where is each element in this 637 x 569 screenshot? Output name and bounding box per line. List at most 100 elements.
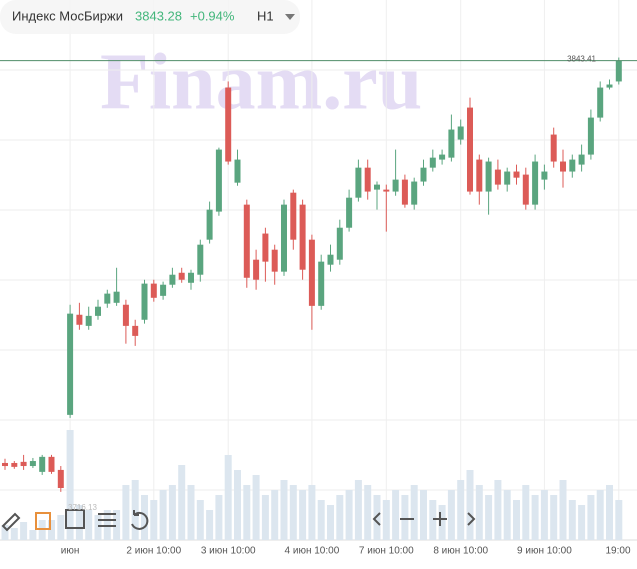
volume-bar — [317, 500, 325, 540]
volume-bar — [48, 520, 55, 540]
volume-bar — [271, 490, 279, 540]
x-tick-label: 7 июн 10:00 — [359, 546, 414, 557]
candle-body — [355, 167, 362, 198]
volume-bar — [261, 495, 269, 540]
candle-body — [457, 126, 464, 140]
watermark: Finam.ru — [100, 38, 422, 126]
settings-tool[interactable] — [98, 513, 116, 527]
candle-body — [160, 284, 167, 296]
volume-bar — [75, 505, 83, 540]
volume-bar — [187, 485, 195, 540]
x-tick-label: 8 июн 10:00 — [433, 546, 488, 557]
interval-caret[interactable] — [285, 14, 295, 20]
candle-body — [569, 159, 576, 172]
candle-body — [494, 169, 501, 185]
volume-bar — [280, 480, 288, 540]
volume-bar — [475, 485, 483, 540]
candle-body — [374, 184, 380, 190]
volume-bar — [159, 490, 167, 540]
candle-body — [122, 304, 129, 326]
candle-body — [76, 314, 83, 325]
ticker-title: Индекс МосБиржи — [12, 8, 123, 23]
nav-right[interactable] — [467, 512, 476, 526]
candle-body — [206, 209, 213, 240]
volume-bar — [587, 495, 595, 540]
candle-body — [234, 159, 241, 183]
volume-bar — [141, 495, 148, 540]
volume-bar — [299, 490, 307, 540]
volume-bar — [215, 495, 223, 540]
candle-body — [132, 325, 139, 336]
x-tick-label: июн — [61, 546, 80, 557]
volume-bar — [382, 500, 390, 540]
candle-body — [67, 313, 74, 415]
volume-bar — [150, 500, 158, 540]
candle-body — [597, 87, 604, 118]
candle-body — [476, 159, 483, 192]
candle-body — [587, 117, 594, 155]
list-tool[interactable] — [35, 512, 51, 530]
candle-body — [420, 167, 427, 182]
volume-bar — [345, 490, 353, 540]
draw-tool[interactable] — [1, 512, 21, 532]
interval[interactable]: H1 — [257, 8, 274, 23]
candle-body — [169, 274, 176, 285]
volume-bar — [401, 495, 409, 540]
volume-bar — [466, 470, 474, 540]
candle-body — [243, 204, 250, 278]
header-price: 3843.28 — [135, 8, 182, 23]
add-tool[interactable] — [65, 509, 85, 529]
volume-bar — [308, 485, 316, 540]
candle-body — [467, 107, 473, 192]
volume-bar — [410, 485, 418, 540]
volume-bar — [606, 485, 613, 540]
volume-bar — [485, 495, 493, 540]
volume-bar — [364, 485, 372, 540]
candle-body — [439, 154, 446, 160]
candle-body — [401, 179, 408, 205]
undo-tool[interactable] — [131, 510, 149, 530]
volume-bar — [206, 510, 214, 540]
candle-body — [560, 161, 566, 172]
candle-body — [392, 179, 399, 192]
candle-body — [141, 283, 148, 320]
volume-bar — [531, 495, 539, 540]
candle-body — [615, 60, 622, 82]
volume-bar — [243, 485, 251, 540]
volume-bar — [57, 515, 65, 540]
candle-body — [290, 192, 297, 240]
zoom-in[interactable] — [433, 512, 447, 526]
candle-body — [29, 461, 36, 467]
volume-bar — [354, 480, 362, 540]
candle-body — [57, 469, 64, 488]
volume-bar — [289, 485, 297, 540]
volume-bar — [20, 522, 28, 540]
volume-bar — [373, 495, 381, 540]
candle-body — [541, 171, 548, 180]
volume-bar — [559, 480, 567, 540]
volume-bar — [438, 505, 446, 540]
candle-body — [364, 167, 371, 192]
header-bg — [0, 0, 300, 34]
candle-body — [383, 189, 390, 192]
volume-bar — [94, 515, 102, 540]
volume-bar — [420, 490, 427, 540]
candle-body — [429, 157, 436, 168]
candle-body — [485, 161, 492, 192]
candle-body — [308, 239, 315, 306]
volume-bar — [540, 490, 548, 540]
candle-body — [188, 272, 194, 283]
x-tick-label: 3 июн 10:00 — [201, 546, 256, 557]
candle-body — [578, 154, 585, 165]
candle-body — [281, 204, 287, 272]
volume-bar — [224, 455, 232, 540]
volume-bar — [29, 530, 37, 540]
nav-left[interactable] — [372, 512, 381, 526]
volume-bar — [550, 495, 558, 540]
volume-bar — [1, 525, 9, 540]
x-tick-label: 4 июн 10:00 — [285, 546, 340, 557]
candle-body — [104, 293, 111, 304]
candle-body — [550, 134, 557, 162]
candle-body — [318, 261, 325, 306]
candle-body — [95, 306, 101, 316]
